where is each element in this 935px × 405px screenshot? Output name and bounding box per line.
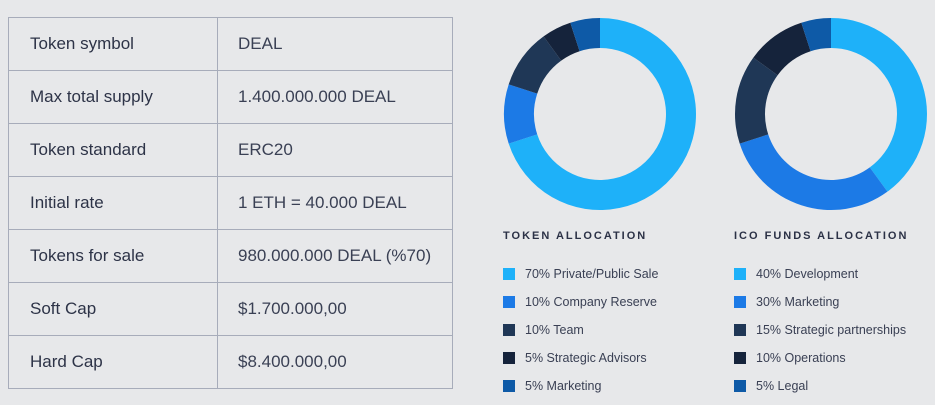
legend-swatch <box>734 352 746 364</box>
donut-slice-operations <box>753 22 811 76</box>
legend-item: 30% Marketing <box>734 288 906 316</box>
token-info-value: $8.400.000,00 <box>217 335 453 389</box>
token-info-row: Hard Cap $8.400.000,00 <box>8 335 453 389</box>
legend-swatch <box>734 380 746 392</box>
legend-label: 5% Marketing <box>525 379 602 393</box>
legend-swatch <box>503 296 515 308</box>
legend-item: 5% Strategic Advisors <box>503 344 658 372</box>
legend-swatch <box>734 324 746 336</box>
chart-title: ICO FUNDS ALLOCATION <box>734 230 909 242</box>
legend-label: 40% Development <box>756 267 859 281</box>
legend-swatch <box>503 380 515 392</box>
token-info-label: Token standard <box>8 123 218 177</box>
donut-slice-development <box>831 18 927 192</box>
ico-funds-allocation-chart: ICO FUNDS ALLOCATION 40% Development 30% … <box>731 0 931 405</box>
legend-label: 15% Strategic partnerships <box>756 323 907 337</box>
legend-item: 15% Strategic partnerships <box>734 316 906 344</box>
token-info-row: Initial rate 1 ETH = 40.000 DEAL <box>8 176 453 230</box>
token-info-table: Token symbol DEAL Max total supply 1.400.00… <box>8 17 453 389</box>
donut-slice-company-reserve <box>504 84 538 144</box>
token-info-row: Max total supply 1.400.000.000 DEAL <box>8 70 453 124</box>
token-info-value: 980.000.000 DEAL (%70) <box>217 229 453 283</box>
token-info-value: $1.700.000,00 <box>217 282 453 336</box>
token-info-row: Soft Cap $1.700.000,00 <box>8 282 453 336</box>
chart-title: TOKEN ALLOCATION <box>503 230 648 242</box>
donut-slice-marketing <box>739 134 888 211</box>
token-info-label: Tokens for sale <box>8 229 218 283</box>
legend-label: 10% Company Reserve <box>525 295 658 309</box>
legend-label: 5% Strategic Advisors <box>525 351 647 365</box>
token-allocation-chart: TOKEN ALLOCATION 70% Private/Public Sale… <box>500 0 700 405</box>
legend-item: 5% Marketing <box>503 372 658 400</box>
token-info-value: 1 ETH = 40.000 DEAL <box>217 176 453 230</box>
token-info-label: Soft Cap <box>8 282 218 336</box>
token-info-label: Hard Cap <box>8 335 218 389</box>
token-info-row: Token standard ERC20 <box>8 123 453 177</box>
token-info-label: Token symbol <box>8 17 218 71</box>
donut-slice-team <box>508 36 562 94</box>
legend-swatch <box>503 268 515 280</box>
legend-label: 70% Private/Public Sale <box>525 267 659 281</box>
token-info-value: ERC20 <box>217 123 453 177</box>
legend-swatch <box>503 324 515 336</box>
legend-item: 40% Development <box>734 260 906 288</box>
legend-swatch <box>503 352 515 364</box>
legend-swatch <box>734 268 746 280</box>
token-info-label: Initial rate <box>8 176 218 230</box>
token-allocation-donut <box>504 18 696 210</box>
token-info-row: Tokens for sale 980.000.000 DEAL (%70) <box>8 229 453 283</box>
legend-item: 70% Private/Public Sale <box>503 260 658 288</box>
legend-label: 10% Team <box>525 323 584 337</box>
donut-slice-strategic-advisors <box>543 22 580 61</box>
legend-item: 10% Company Reserve <box>503 288 658 316</box>
donut-slice-private-public-sale <box>508 18 696 210</box>
legend-item: 10% Team <box>503 316 658 344</box>
chart-legend: 40% Development 30% Marketing 15% Strategi… <box>734 260 906 400</box>
legend-label: 30% Marketing <box>756 295 840 309</box>
ico-funds-allocation-donut <box>735 18 927 211</box>
donut-slice-strategic-partnerships <box>735 57 778 144</box>
chart-legend: 70% Private/Public Sale 10% Company Reser… <box>503 260 658 400</box>
legend-item: 5% Legal <box>734 372 906 400</box>
donut-slice-legal <box>801 18 831 52</box>
token-info-value: DEAL <box>217 17 453 71</box>
token-info-value: 1.400.000.000 DEAL <box>217 70 453 124</box>
token-info-label: Max total supply <box>8 70 218 124</box>
legend-label: 5% Legal <box>756 379 809 393</box>
legend-swatch <box>734 296 746 308</box>
token-info-rows: Token symbol DEAL Max total supply 1.400.00… <box>8 17 453 389</box>
legend-label: 10% Operations <box>756 351 846 365</box>
token-info-row: Token symbol DEAL <box>8 17 453 71</box>
donut-slice-marketing <box>570 18 600 52</box>
legend-item: 10% Operations <box>734 344 906 372</box>
